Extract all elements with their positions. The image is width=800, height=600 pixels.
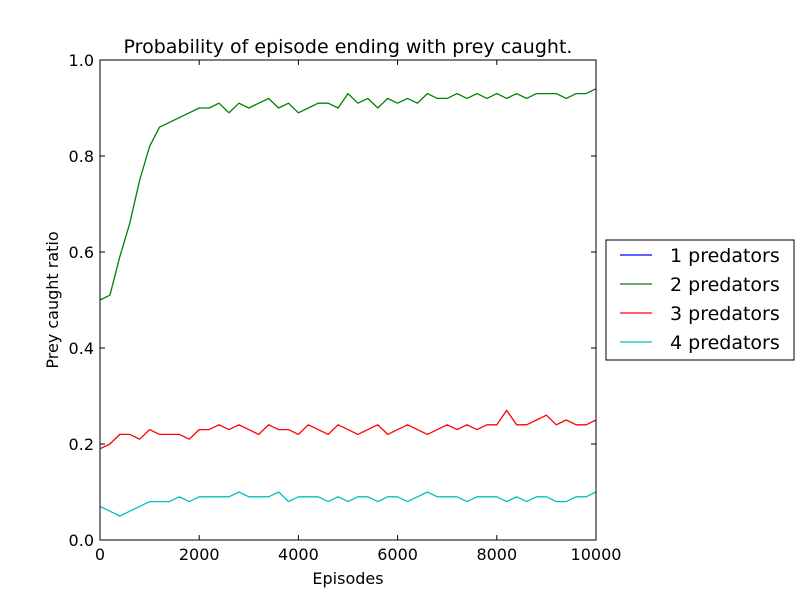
y-tick-label: 0.4: [69, 339, 94, 358]
x-tick-label: 6000: [377, 545, 418, 564]
plot-frame: [99, 59, 597, 541]
y-tick-label: 0.8: [69, 147, 94, 166]
y-tick-label: 0.6: [69, 243, 94, 262]
legend-box: [605, 239, 795, 361]
ticks-layer: 0 2000 4000 6000 8000 10000 0.0 0.2 0.4 0.6 0.8 1.0: [69, 51, 622, 564]
x-tick-label: 2000: [179, 545, 220, 564]
series-layer: [99, 88, 597, 517]
y-axis-label: Prey caught ratio: [43, 231, 62, 368]
chart-title: Probability of episode ending with prey …: [124, 36, 573, 58]
x-axis-label: Episodes: [312, 569, 383, 588]
x-tick-label: 0: [95, 545, 105, 564]
plot-area: [100, 60, 596, 540]
legend-label-3: 3 predators: [670, 303, 780, 325]
y-tick-label: 1.0: [69, 51, 94, 70]
legend-label-2: 2 predators: [670, 274, 780, 296]
x-tick-label: 4000: [278, 545, 319, 564]
legend-label-4: 4 predators: [670, 332, 780, 354]
y-tick-label: 0.0: [69, 531, 94, 550]
x-tick-label: 8000: [476, 545, 517, 564]
legend: 1 predators 2 predators 3 predators 4 preda…: [605, 239, 795, 361]
series-line-2: [99, 88, 597, 301]
series-line-3: [99, 409, 597, 450]
x-tick-label: 10000: [571, 545, 622, 564]
series-line-4: [99, 491, 597, 517]
y-tick-label: 0.2: [69, 435, 94, 454]
legend-label-1: 1 predators: [670, 245, 780, 267]
